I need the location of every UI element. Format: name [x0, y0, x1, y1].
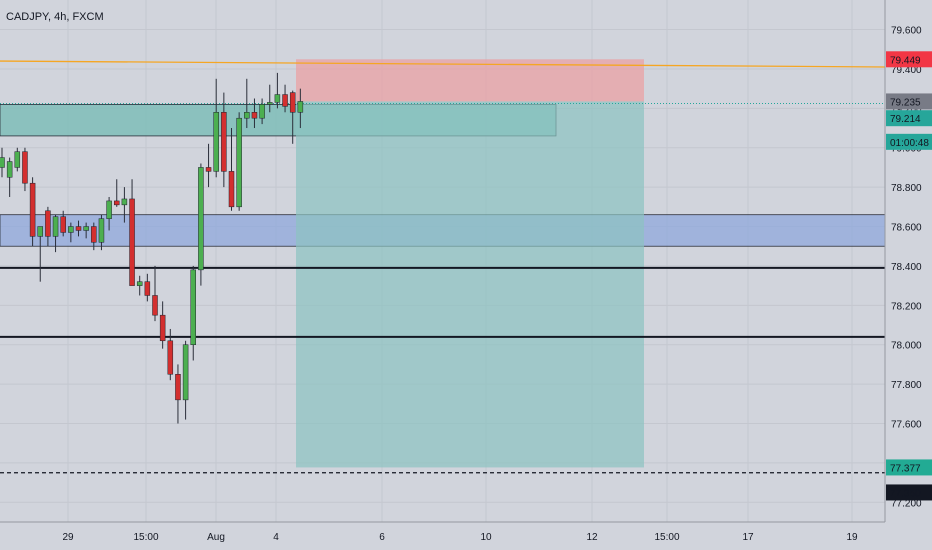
candle-up[interactable] — [267, 102, 273, 105]
price-label-target — [886, 459, 932, 476]
time-tick-label: 10 — [480, 532, 492, 543]
time-tick-label: 19 — [846, 532, 858, 543]
candle-up[interactable] — [98, 218, 105, 243]
price-tick-label: 77.600 — [891, 420, 922, 431]
candle-up[interactable] — [0, 157, 5, 168]
candle-up[interactable] — [213, 112, 219, 172]
price-tick-label: 78.400 — [891, 262, 922, 273]
candle-up[interactable] — [190, 269, 196, 345]
price-tick-label: 77.800 — [891, 380, 922, 391]
candle-up[interactable] — [182, 344, 189, 401]
candle-up[interactable] — [6, 161, 13, 178]
take-profit-zone[interactable] — [296, 101, 644, 468]
candle-up[interactable] — [297, 101, 304, 113]
candle-down[interactable] — [129, 198, 135, 286]
price-label-text: 77.377 — [890, 463, 921, 474]
candle-down[interactable] — [114, 200, 120, 206]
candle-up[interactable] — [52, 216, 59, 237]
candle-up[interactable] — [121, 198, 128, 206]
candle-down[interactable] — [282, 94, 288, 107]
price-tick-label: 78.200 — [891, 301, 922, 312]
time-tick-label: 29 — [62, 532, 74, 543]
lines-layer — [0, 60, 886, 474]
price-label-text: 79.235 — [890, 97, 921, 108]
time-axis-panel[interactable] — [0, 522, 932, 550]
price-label-text: 01:00:48 — [890, 138, 929, 149]
price-label-stop — [886, 51, 932, 68]
candle-down[interactable] — [144, 281, 151, 296]
candle-up[interactable] — [14, 151, 21, 168]
candle-up[interactable] — [106, 200, 112, 219]
candle-up[interactable] — [68, 226, 74, 233]
price-label-green — [886, 110, 932, 127]
price-label-text: 79.214 — [890, 114, 921, 125]
candle-up[interactable] — [136, 281, 143, 286]
candle-down[interactable] — [289, 92, 296, 113]
time-tick-label: 15:00 — [654, 532, 679, 543]
stop-loss-zone[interactable] — [296, 59, 644, 102]
trend-line[interactable] — [0, 60, 886, 68]
candle-up[interactable] — [236, 117, 242, 208]
price-tick-label: 78.600 — [891, 223, 922, 234]
time-tick-label: 17 — [742, 532, 754, 543]
candle-down[interactable] — [221, 112, 227, 172]
candle-down[interactable] — [251, 112, 258, 119]
candle-up[interactable] — [274, 94, 281, 103]
candle-down[interactable] — [175, 374, 181, 401]
candle-down[interactable] — [159, 314, 166, 342]
time-tick-label: 4 — [273, 532, 279, 543]
candle-up[interactable] — [37, 226, 43, 237]
price-label-text: 77.350 — [890, 488, 921, 499]
candle-down[interactable] — [205, 167, 212, 172]
price-label-green — [886, 133, 932, 150]
price-tick-label: 77.200 — [891, 498, 922, 509]
time-tick-label: 6 — [379, 532, 385, 543]
time-tick-label: 12 — [586, 532, 598, 543]
price-tick-label: 79.200 — [891, 104, 922, 115]
candle-down[interactable] — [152, 295, 158, 316]
candles-layer — [0, 72, 304, 424]
price-label-current — [886, 93, 932, 110]
price-tick-label: 78.800 — [891, 183, 922, 194]
candle-down[interactable] — [91, 226, 97, 243]
symbol-title: CADJPY, 4h, FXCM — [6, 11, 104, 23]
candle-down[interactable] — [45, 210, 51, 237]
candle-down[interactable] — [228, 171, 235, 208]
price-labels: 79.449 79.235 79.214 01:00:48 77.377 77.350 — [886, 51, 932, 501]
candle-down[interactable] — [22, 151, 28, 184]
price-tick-label: 79.600 — [891, 26, 922, 37]
candle-down[interactable] — [75, 226, 82, 231]
candle-up[interactable] — [198, 167, 204, 271]
price-tick-label: 78.000 — [891, 341, 922, 352]
price-axis-panel[interactable] — [885, 0, 932, 522]
candle-up[interactable] — [244, 112, 250, 119]
zones-layer — [0, 59, 886, 468]
time-axis-ticks: 29 15:00 Aug 4 6 10 12 15:00 17 19 — [62, 532, 858, 543]
candle-down[interactable] — [167, 340, 174, 375]
price-label-text: 79.449 — [890, 55, 921, 66]
time-tick-label: Aug — [207, 532, 225, 543]
candle-up[interactable] — [83, 226, 89, 231]
candle-down[interactable] — [29, 182, 36, 237]
candle-up[interactable] — [259, 104, 265, 119]
price-label-black — [886, 484, 932, 501]
price-tick-label: 79.400 — [891, 65, 922, 76]
time-tick-label: 15:00 — [133, 532, 158, 543]
candle-down[interactable] — [60, 216, 66, 233]
